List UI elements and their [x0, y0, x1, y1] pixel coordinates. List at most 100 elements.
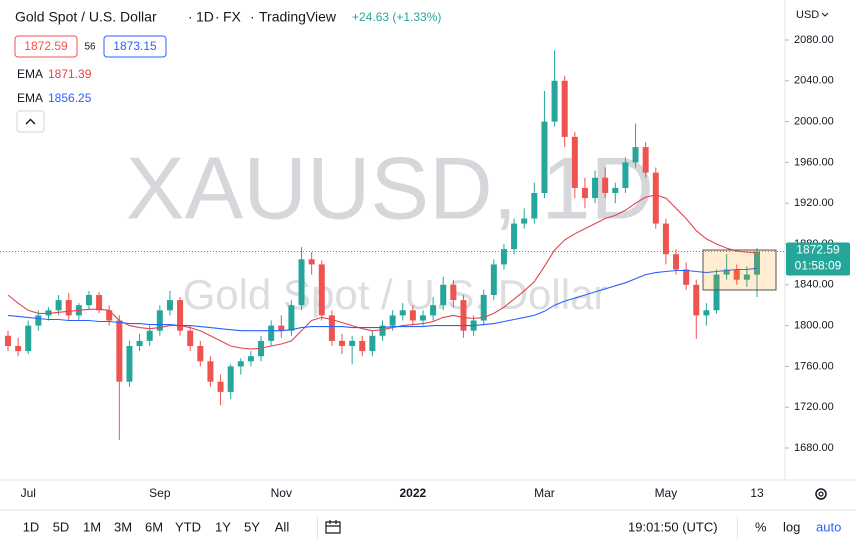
candle-body — [581, 187, 588, 199]
bid: 1872.59 — [24, 39, 68, 53]
legend-name: EMA — [17, 91, 43, 105]
source: TradingView — [259, 9, 337, 25]
candle-body — [673, 254, 680, 270]
interval: 1D — [196, 9, 214, 25]
range-button[interactable]: All — [275, 519, 290, 534]
change: +24.63 (+1.33%) — [352, 10, 441, 24]
candle-body — [683, 269, 690, 285]
candle-body — [662, 223, 669, 255]
candle-body — [440, 284, 447, 306]
range-button[interactable]: 1M — [83, 519, 101, 534]
candle-body — [5, 335, 11, 346]
log-button[interactable]: log — [783, 519, 800, 534]
candle-body — [126, 346, 133, 382]
range-button[interactable]: 1Y — [215, 519, 231, 534]
range-button[interactable]: YTD — [175, 519, 201, 534]
candle-body — [541, 121, 548, 193]
candle-body — [602, 177, 609, 193]
percent-button[interactable]: % — [755, 519, 767, 534]
legend-name: EMA — [17, 67, 43, 81]
candle-body — [359, 340, 366, 352]
sep: · — [215, 9, 220, 25]
sep: · — [250, 9, 255, 25]
plot-area — [0, 50, 785, 440]
candle-body — [369, 335, 376, 352]
candle-body — [389, 315, 396, 326]
watermark: XAUUSD, 1D Gold Spot / U.S. Dollar — [126, 138, 654, 318]
candle-body — [288, 305, 295, 331]
candle-body — [460, 300, 467, 331]
countdown: 01:58:09 — [795, 259, 842, 273]
settings-button[interactable] — [815, 488, 827, 500]
range-button[interactable]: 3M — [114, 519, 132, 534]
x-tick-label: Mar — [534, 486, 555, 500]
candle-body — [156, 310, 163, 331]
ask-box[interactable] — [103, 35, 167, 58]
candle-body — [268, 325, 275, 341]
y-tick-label: 2040.00 — [794, 75, 834, 87]
range-button[interactable]: 6M — [145, 519, 163, 534]
candle-body — [632, 147, 639, 163]
candle-body — [247, 356, 254, 362]
candle-body — [551, 80, 558, 122]
y-tick-label: 1760.00 — [794, 360, 834, 372]
candle-body — [278, 325, 285, 331]
range-button[interactable]: 5D — [53, 519, 70, 534]
toolbar: 19:01:50 (UTC) % log auto 1D 5D 1M 3M 6M YTD 1… — [23, 488, 841, 539]
goto-date-button[interactable] — [325, 520, 341, 534]
currency[interactable]: USD — [796, 9, 819, 21]
candle-body — [642, 147, 649, 173]
candle-body — [399, 310, 406, 316]
collapse-button[interactable] — [16, 110, 45, 133]
x-tick-label: Sep — [149, 486, 171, 500]
x-tick-label: Nov — [271, 486, 292, 500]
y-tick-label: 1720.00 — [794, 401, 834, 413]
legend-value: 1871.39 — [48, 67, 92, 81]
last-price-label: 1872.59 — [796, 243, 840, 257]
candle-body — [298, 259, 305, 306]
range-button[interactable]: 5Y — [244, 519, 260, 534]
candle-body — [379, 325, 386, 336]
price-axis: 1680.001720.001760.001800.001840.001880.… — [21, 34, 850, 500]
candle-body — [35, 315, 42, 326]
candle-body — [743, 274, 750, 280]
y-tick-label: 1800.00 — [794, 320, 834, 332]
legend-value: 1856.25 — [48, 91, 92, 105]
candle-body — [136, 340, 143, 346]
candle-body — [106, 310, 113, 321]
spread: 56 — [84, 42, 96, 53]
candle-body — [318, 264, 325, 316]
candle-body — [65, 300, 72, 316]
candle-body — [85, 295, 92, 306]
range-button[interactable]: 1D — [23, 519, 40, 534]
collapse-icon — [25, 118, 36, 125]
rectangle-drawing[interactable] — [702, 249, 777, 291]
last-price-box — [786, 242, 850, 276]
ema-line — [7, 194, 758, 350]
candle-body — [207, 361, 214, 382]
exchange: FX — [223, 9, 242, 25]
candle-body — [116, 320, 123, 382]
clock: 19:01:50 (UTC) — [628, 519, 718, 534]
auto-button[interactable]: auto — [816, 519, 841, 534]
settings-icon — [818, 491, 824, 497]
candle-body — [217, 381, 224, 392]
candle-body — [713, 274, 720, 311]
ask: 1873.15 — [113, 39, 157, 53]
bid-box[interactable] — [14, 35, 78, 58]
candle-body — [531, 193, 538, 219]
candle-body — [754, 251, 760, 275]
y-tick-label: 1960.00 — [794, 156, 834, 168]
x-tick-label: Jul — [21, 486, 36, 500]
candle-body — [15, 346, 22, 352]
candle-body — [177, 300, 184, 331]
candle-body — [521, 218, 528, 224]
candle-body — [480, 295, 487, 321]
candle-body — [237, 361, 244, 367]
x-tick-label: 13 — [750, 486, 764, 500]
candle-body — [308, 259, 315, 265]
candle-body — [723, 269, 730, 275]
y-tick-label: 1840.00 — [794, 279, 834, 291]
